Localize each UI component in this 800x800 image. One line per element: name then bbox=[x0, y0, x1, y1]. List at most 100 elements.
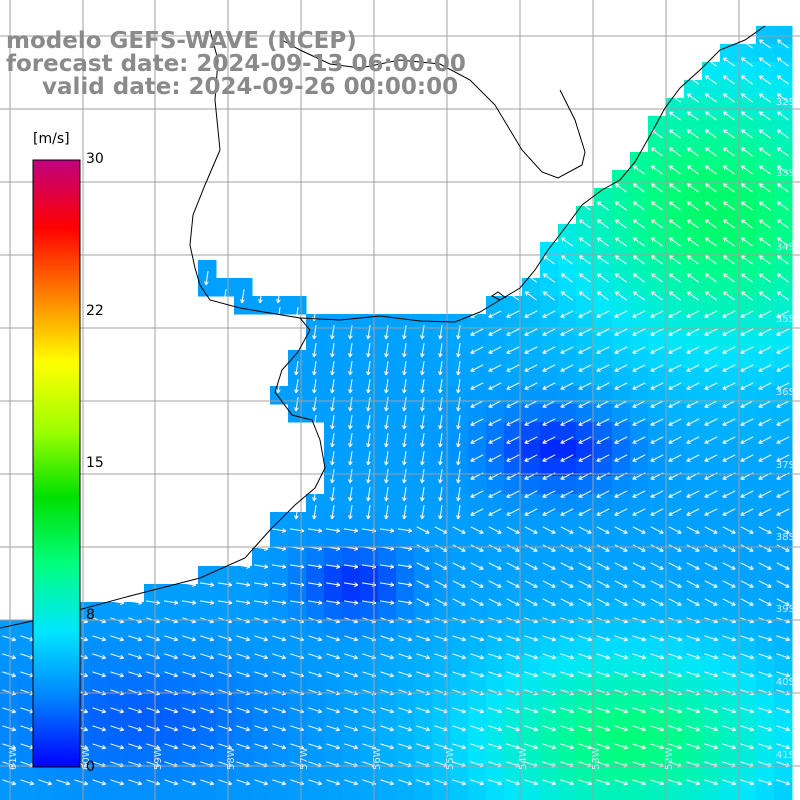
speed-cell bbox=[576, 476, 595, 495]
wave-arrow bbox=[596, 219, 609, 229]
speed-cell bbox=[378, 620, 397, 639]
speed-cell bbox=[288, 656, 307, 675]
speed-cell bbox=[738, 602, 757, 621]
wave-arrow bbox=[776, 382, 790, 390]
wave-arrow bbox=[348, 361, 353, 376]
speed-cell bbox=[288, 692, 307, 711]
speed-cell bbox=[756, 512, 775, 531]
wave-arrow bbox=[398, 528, 413, 533]
speed-cell bbox=[432, 566, 451, 585]
speed-cell bbox=[702, 440, 721, 459]
speed-cell bbox=[630, 404, 649, 423]
speed-cell bbox=[342, 512, 361, 531]
speed-cell bbox=[270, 656, 289, 675]
latitude-label: 37S bbox=[776, 460, 795, 471]
wave-arrow bbox=[578, 544, 592, 552]
speed-cell bbox=[756, 692, 775, 711]
speed-cell bbox=[630, 710, 649, 729]
speed-cell bbox=[396, 584, 415, 603]
wave-arrow bbox=[524, 400, 538, 408]
speed-cell bbox=[774, 116, 793, 135]
speed-cell bbox=[648, 422, 667, 441]
speed-cell bbox=[720, 332, 739, 351]
wave-arrow bbox=[380, 582, 395, 587]
speed-cell bbox=[306, 494, 325, 513]
speed-cell bbox=[342, 620, 361, 639]
wave-arrow bbox=[740, 544, 754, 552]
wave-arrow bbox=[722, 454, 736, 462]
wave-arrow bbox=[758, 39, 771, 49]
speed-cell bbox=[126, 782, 145, 800]
wave-arrow bbox=[506, 310, 520, 318]
wave-arrow bbox=[632, 508, 646, 516]
speed-cell bbox=[468, 440, 487, 459]
wave-arrow bbox=[344, 528, 359, 533]
speed-cell bbox=[324, 764, 343, 783]
speed-cell bbox=[702, 512, 721, 531]
speed-cell bbox=[738, 278, 757, 297]
wave-arrow bbox=[632, 418, 646, 426]
speed-cell bbox=[504, 746, 523, 765]
speed-cell bbox=[558, 674, 577, 693]
speed-cell bbox=[108, 728, 127, 747]
wave-arrow bbox=[380, 564, 395, 569]
speed-cell bbox=[684, 620, 703, 639]
wave-arrow bbox=[330, 415, 335, 430]
wave-arrow bbox=[758, 346, 772, 354]
speed-cell bbox=[720, 170, 739, 189]
wave-arrow bbox=[308, 528, 323, 533]
wave-arrow bbox=[668, 526, 682, 534]
speed-cell bbox=[234, 638, 253, 657]
wave-arrow bbox=[614, 183, 627, 193]
wave-arrow bbox=[470, 490, 484, 498]
speed-cell bbox=[702, 278, 721, 297]
wave-arrow bbox=[704, 382, 718, 390]
wave-arrow bbox=[758, 219, 771, 229]
wave-direction-arrows bbox=[2, 39, 791, 786]
wave-arrow bbox=[668, 111, 681, 121]
wave-arrow bbox=[384, 505, 389, 520]
wave-arrow bbox=[452, 580, 466, 588]
speed-cell bbox=[648, 566, 667, 585]
wave-arrow bbox=[254, 582, 269, 587]
speed-cell bbox=[612, 242, 631, 261]
speed-cell bbox=[666, 530, 685, 549]
speed-cell bbox=[126, 620, 145, 639]
speed-cell bbox=[486, 746, 505, 765]
wave-arrow bbox=[650, 237, 663, 247]
speed-cell bbox=[432, 620, 451, 639]
wave-arrow bbox=[740, 237, 753, 247]
wave-arrow bbox=[740, 382, 754, 390]
speed-cell bbox=[720, 710, 739, 729]
speed-cell bbox=[324, 782, 343, 800]
wave-arrow bbox=[330, 451, 335, 466]
wave-arrow bbox=[524, 544, 538, 552]
speed-cell bbox=[306, 404, 325, 423]
speed-cell bbox=[198, 278, 217, 297]
wave-arrow bbox=[776, 237, 789, 247]
speed-cell bbox=[252, 692, 271, 711]
speed-cell bbox=[468, 548, 487, 567]
wave-arrow bbox=[506, 346, 520, 354]
speed-cell bbox=[324, 512, 343, 531]
speed-cell bbox=[342, 566, 361, 585]
speed-cell bbox=[612, 296, 631, 315]
wave-arrow bbox=[614, 562, 628, 570]
wave-arrow bbox=[384, 379, 389, 394]
speed-cell bbox=[648, 224, 667, 243]
speed-cell bbox=[630, 728, 649, 747]
wave-arrow bbox=[542, 364, 556, 372]
wave-arrow bbox=[758, 328, 772, 336]
speed-cell bbox=[90, 782, 109, 800]
wave-arrow bbox=[420, 433, 425, 448]
speed-cell bbox=[630, 440, 649, 459]
speed-cell bbox=[270, 584, 289, 603]
speed-cell bbox=[270, 638, 289, 657]
speed-cell bbox=[252, 566, 271, 585]
speed-cell bbox=[684, 206, 703, 225]
speed-cell bbox=[450, 692, 469, 711]
speed-cell bbox=[648, 206, 667, 225]
speed-cell bbox=[630, 746, 649, 765]
wave-arrow bbox=[758, 544, 772, 552]
speed-cell bbox=[126, 764, 145, 783]
